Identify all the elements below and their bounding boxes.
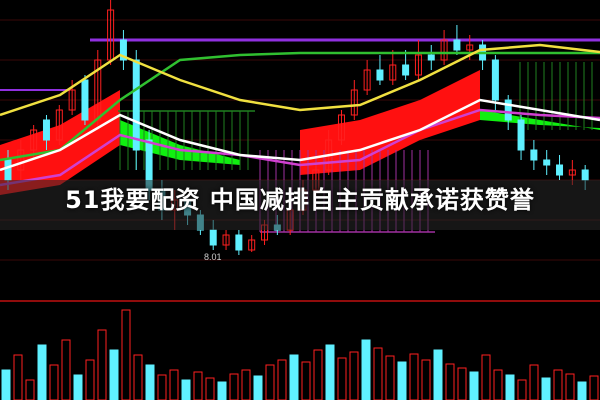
volume-bar	[85, 359, 95, 400]
candle-body	[581, 169, 589, 181]
candle-body	[119, 39, 127, 61]
candle-body	[402, 64, 410, 76]
volume-bar	[157, 374, 167, 400]
volume-bar	[505, 374, 515, 400]
volume-bar	[265, 364, 275, 400]
candle-body	[517, 119, 525, 151]
headline: 51我要配资 中国减排自主贡献承诺获赞誉	[65, 186, 535, 214]
volume-bar	[253, 375, 263, 400]
volume-bar	[517, 379, 527, 400]
up-band	[0, 90, 120, 195]
volume-bar	[565, 373, 575, 400]
up-band	[300, 70, 480, 175]
volume-bar	[229, 373, 239, 400]
candle-body	[363, 69, 371, 91]
volume-bar	[313, 349, 323, 400]
volume-bar	[121, 309, 131, 400]
volume-bar	[541, 377, 551, 400]
volume-bar	[145, 364, 155, 400]
volume-bar	[349, 351, 359, 400]
candle-body	[235, 234, 243, 251]
volume-bar	[577, 381, 587, 400]
volume-bar	[325, 344, 335, 400]
volume-bar	[61, 339, 71, 400]
volume-bar	[337, 357, 347, 400]
volume-bar	[421, 359, 431, 400]
candle-body	[556, 164, 564, 176]
volume-bar	[25, 379, 35, 400]
volume-bar	[553, 369, 563, 400]
candle-body	[42, 119, 50, 141]
volume-bar	[433, 349, 443, 400]
candle-body	[17, 149, 25, 171]
volume-bar	[289, 354, 299, 400]
candle-body	[30, 129, 38, 151]
candle-body	[530, 149, 538, 161]
volume-bar	[529, 364, 539, 400]
volume-bar	[217, 381, 227, 400]
candle-body	[4, 159, 12, 181]
volume-bar	[277, 359, 287, 400]
headline-band	[0, 180, 600, 230]
candle-body	[209, 229, 217, 246]
candle-body	[491, 59, 499, 101]
volume-bar	[361, 339, 371, 400]
candle-body	[132, 59, 140, 151]
volume-bar	[13, 354, 23, 400]
candle-body	[350, 89, 358, 116]
volume-bar	[97, 329, 107, 400]
volume-bar	[193, 371, 203, 400]
candle-body	[466, 44, 474, 51]
volume-bar	[457, 367, 467, 400]
volume-bar	[589, 375, 599, 400]
candle-body	[543, 159, 551, 166]
candle-body	[504, 99, 512, 121]
candle-body	[81, 79, 89, 121]
volume-bar	[397, 361, 407, 400]
ma-yellow-line	[0, 43, 600, 117]
candle-body	[453, 39, 461, 51]
volume-bar	[373, 347, 383, 400]
volume-bar	[409, 353, 419, 400]
candle-body	[337, 114, 345, 141]
volume-bar	[109, 349, 119, 400]
volume-bar	[385, 355, 395, 400]
down-band	[480, 110, 600, 130]
candle-body	[222, 234, 230, 246]
low-price-label: 8.01	[204, 252, 222, 262]
volume-bar	[181, 379, 191, 400]
volume-bar	[73, 374, 83, 400]
candle-body	[568, 169, 576, 176]
candle-body	[389, 64, 397, 81]
ma-green-line	[0, 51, 600, 162]
volume-bar	[37, 344, 47, 400]
volume-bar	[469, 371, 479, 400]
volume-bar	[481, 354, 491, 400]
volume-bar	[445, 363, 455, 400]
volume-bar	[241, 369, 251, 400]
candle-body	[55, 109, 63, 141]
candle-body	[414, 54, 422, 76]
candle-body	[427, 54, 435, 61]
volume-bar	[205, 377, 215, 400]
volume-bar	[49, 364, 59, 400]
candle-body	[376, 69, 384, 81]
ma-white-line	[0, 98, 600, 172]
candle-body	[68, 89, 76, 111]
volume-bar	[301, 361, 311, 400]
volume-bar	[169, 369, 179, 400]
volume-bar	[133, 354, 143, 400]
volume-bar	[1, 369, 11, 400]
candle-body	[248, 239, 256, 251]
ma-magenta-line	[0, 108, 600, 187]
candle-body	[440, 39, 448, 61]
volume-bar	[493, 369, 503, 400]
